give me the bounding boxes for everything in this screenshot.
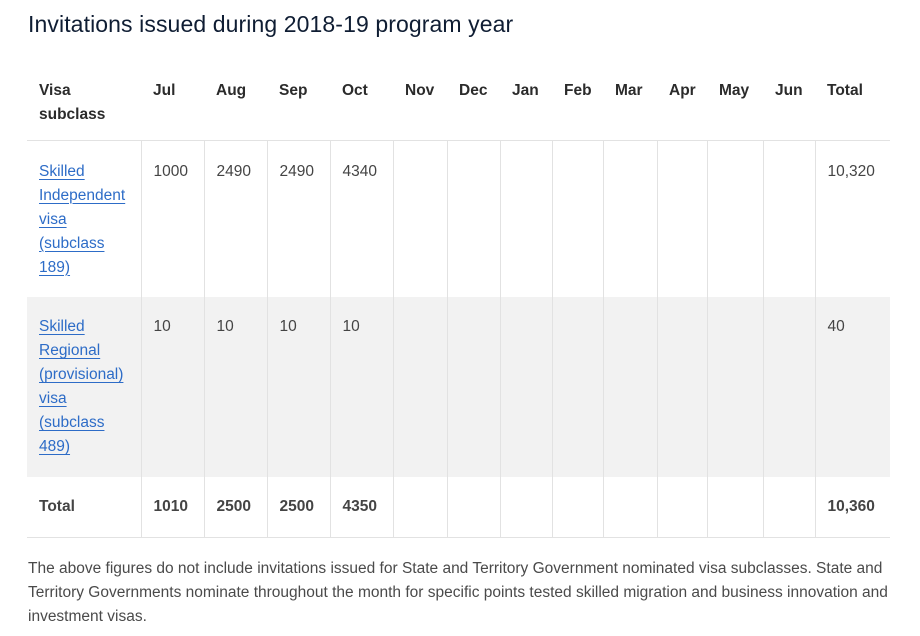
- footnote: The above figures do not include invitat…: [28, 560, 888, 625]
- visa-link-489[interactable]: Skilled Regional (provisional) visa (sub…: [39, 318, 124, 455]
- grand-total-cell: 10,360: [814, 477, 890, 538]
- value-cell-feb: [551, 140, 603, 297]
- value-cell-jul: 10: [140, 297, 204, 477]
- value-cell-nov: [392, 140, 447, 297]
- header-aug: Aug: [204, 68, 267, 141]
- header-jan: Jan: [500, 68, 552, 141]
- header-dec: Dec: [447, 68, 500, 141]
- header-row: Visa subclass Jul Aug Sep Oct Nov Dec Ja…: [27, 68, 890, 141]
- header-feb: Feb: [552, 68, 603, 141]
- value-cell-dec: [446, 297, 500, 477]
- value-cell-aug: 10: [203, 297, 267, 477]
- header-sep: Sep: [267, 68, 330, 141]
- header-may: May: [707, 68, 763, 141]
- header-nov: Nov: [393, 68, 447, 141]
- header-total: Total: [815, 68, 890, 141]
- value-cell-apr: [656, 140, 707, 297]
- total-cell-dec: [446, 477, 500, 538]
- row-total-cell: 40: [814, 297, 890, 477]
- total-cell-jul: 1010: [140, 477, 204, 538]
- value-cell-sep: 10: [266, 297, 330, 477]
- value-cell-sep: 2490: [266, 140, 330, 297]
- value-cell-may: [706, 140, 763, 297]
- row-total-cell: 10,320: [814, 140, 890, 297]
- total-cell-mar: [602, 477, 657, 538]
- value-cell-jan: [499, 140, 552, 297]
- table-row: Skilled Independent visa (subclass 189) …: [27, 140, 890, 297]
- value-cell-mar: [602, 140, 657, 297]
- visa-link-189[interactable]: Skilled Independent visa (subclass 189): [39, 162, 126, 276]
- value-cell-dec: [446, 140, 500, 297]
- header-apr: Apr: [657, 68, 707, 141]
- header-jul: Jul: [141, 68, 204, 141]
- value-cell-apr: [656, 297, 707, 477]
- header-visa-subclass: Visa subclass: [27, 68, 141, 141]
- total-cell-jan: [499, 477, 552, 538]
- total-cell-sep: 2500: [266, 477, 330, 538]
- total-cell-oct: 4350: [329, 477, 393, 538]
- total-cell-feb: [551, 477, 603, 538]
- value-cell-jan: [499, 297, 552, 477]
- total-cell-nov: [392, 477, 447, 538]
- visa-cell: Skilled Independent visa (subclass 189): [27, 140, 141, 297]
- table-row: Skilled Regional (provisional) visa (sub…: [27, 297, 890, 477]
- value-cell-nov: [392, 297, 447, 477]
- value-cell-jul: 1000: [140, 140, 204, 297]
- value-cell-aug: 2490: [203, 140, 267, 297]
- visa-cell: Skilled Regional (provisional) visa (sub…: [27, 297, 141, 477]
- value-cell-oct: 10: [329, 297, 393, 477]
- total-row: Total 1010 2500 2500 4350 10,360: [27, 477, 890, 538]
- page-title: Invitations issued during 2018-19 progra…: [28, 11, 514, 37]
- header-jun: Jun: [763, 68, 815, 141]
- total-cell-jun: [762, 477, 815, 538]
- total-cell-apr: [656, 477, 707, 538]
- value-cell-jun: [762, 297, 815, 477]
- value-cell-oct: 4340: [329, 140, 393, 297]
- value-cell-mar: [602, 297, 657, 477]
- value-cell-may: [706, 297, 763, 477]
- total-cell-aug: 2500: [203, 477, 267, 538]
- invitations-table: Visa subclass Jul Aug Sep Oct Nov Dec Ja…: [27, 68, 890, 538]
- value-cell-jun: [762, 140, 815, 297]
- total-label: Total: [27, 477, 141, 538]
- header-oct: Oct: [330, 68, 393, 141]
- value-cell-feb: [551, 297, 603, 477]
- header-mar: Mar: [603, 68, 657, 141]
- total-cell-may: [706, 477, 763, 538]
